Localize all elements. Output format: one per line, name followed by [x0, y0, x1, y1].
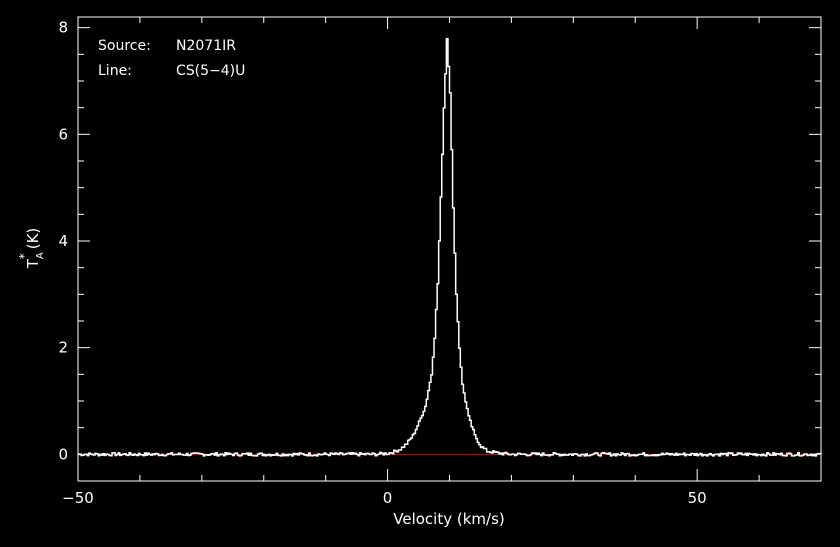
x-tick-label: 50 [688, 489, 707, 507]
y-axis-title-sub: A [35, 252, 46, 259]
y-axis-title-main: T [24, 258, 42, 269]
svg-text:TA*(K): TA * (K) [17, 228, 46, 270]
y-tick-label: 0 [58, 445, 68, 463]
y-tick-label: 6 [58, 125, 68, 143]
line-value: CS(5−4)U [176, 63, 245, 79]
x-tick-label: −50 [62, 489, 94, 507]
y-axis-title-unit: (K) [24, 228, 42, 250]
source-value: N2071IR [176, 38, 236, 54]
x-axis-title: Velocity (km/s) [393, 510, 504, 528]
axis-ticks [77, 17, 822, 481]
y-axis-title: TA * (K) [17, 228, 46, 270]
y-tick-label: 2 [58, 339, 68, 357]
spectrum-line [78, 37, 822, 457]
source-label: Source: [98, 38, 151, 54]
line-label: Line: [98, 63, 132, 79]
y-tick-label: 4 [58, 232, 68, 250]
y-tick-label: 8 [58, 19, 68, 37]
y-axis-title-sup: * [17, 253, 31, 259]
tick-labels: −50 0 50 0 2 4 6 8 [58, 19, 706, 507]
x-tick-label: 0 [383, 489, 393, 507]
